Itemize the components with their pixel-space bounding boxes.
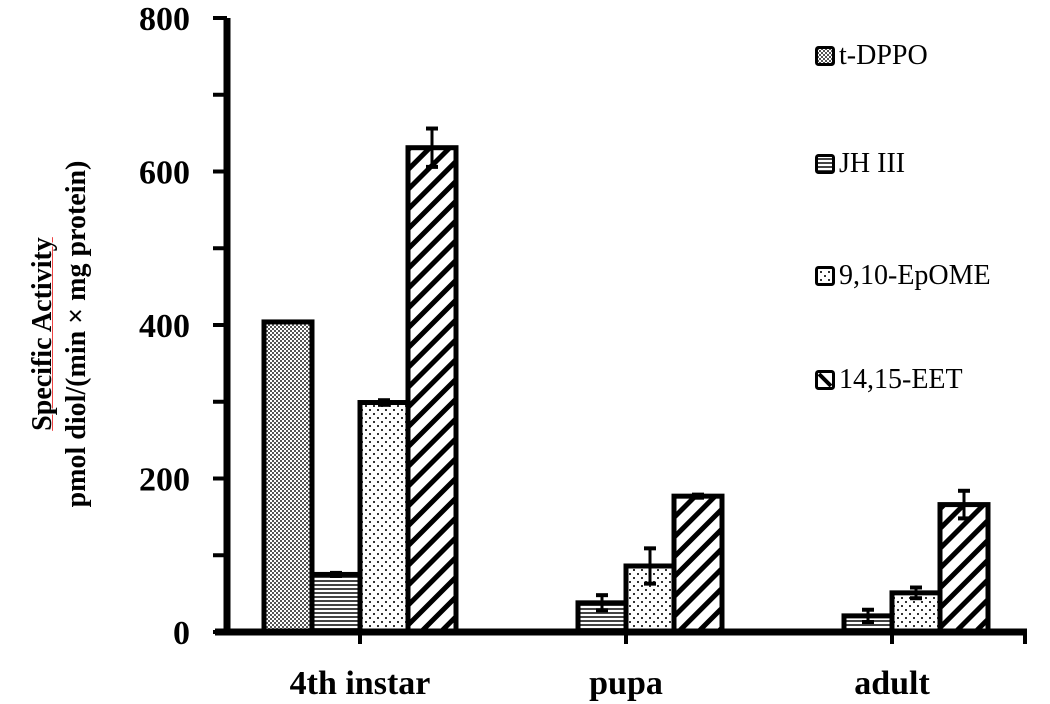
x-tick-label: 4th instar xyxy=(290,665,431,702)
swatch-hlines-icon xyxy=(815,154,835,174)
y-tick-label: 600 xyxy=(139,155,190,192)
swatch-dots-icon xyxy=(815,266,835,286)
bar-14-15-eet-adult xyxy=(937,502,991,635)
bar-14-15-eet-pupa xyxy=(671,493,725,635)
y-axis-label-line1: Specific Activity xyxy=(27,237,58,431)
swatch-diagonal-icon xyxy=(815,370,835,390)
legend-label: t-DPPO xyxy=(839,40,928,71)
legend-label: 14,15-EET xyxy=(839,364,963,395)
y-tick-label: 0 xyxy=(173,615,190,652)
axes-layer: 4th instar pupa adult 0 200 400 600 800 xyxy=(139,1,1027,702)
bar-jh-iii-4th-instar xyxy=(309,571,363,635)
legend-label: 9,10-EpOME xyxy=(839,260,991,291)
x-tick-label: adult xyxy=(854,665,930,702)
bar-14-15-eet-4th-instar xyxy=(405,145,459,635)
bar-9-10-epome-4th-instar xyxy=(357,400,411,635)
y-axis-label: Specific Activity pmol diol/(min × mg pr… xyxy=(0,0,120,704)
y-tick-label: 800 xyxy=(139,1,190,38)
swatch-checker-icon xyxy=(815,46,835,66)
bars-layer xyxy=(261,126,991,635)
y-axis-label-line2: pmol diol/(min × mg protein) xyxy=(61,160,92,508)
x-tick-label: pupa xyxy=(589,665,663,702)
bar-t-dppo-4th-instar xyxy=(261,319,315,635)
legend-item-t-dppo: t-DPPO xyxy=(815,36,928,76)
y-tick-label: 200 xyxy=(139,462,190,499)
legend-label: JH III xyxy=(839,148,906,179)
legend-item-epome: 9,10-EpOME xyxy=(815,256,991,296)
legend-item-jh-iii: JH III xyxy=(815,144,905,184)
y-tick-label: 400 xyxy=(139,308,190,345)
legend-item-eet: 14,15-EET xyxy=(815,360,963,400)
